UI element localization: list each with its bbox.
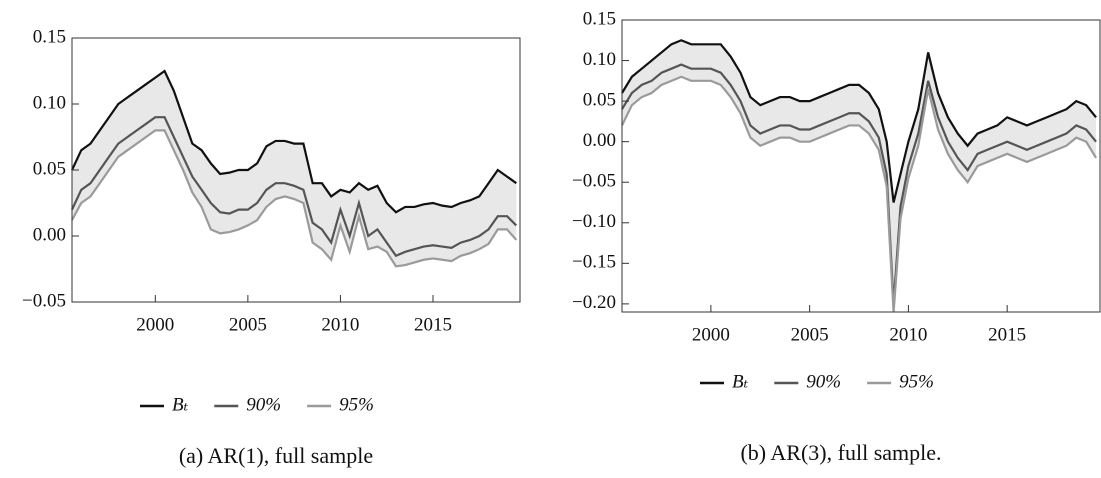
confidence-band (72, 71, 517, 267)
y-tick-label: 0.05 (583, 89, 616, 110)
x-tick-label: 2005 (791, 324, 829, 345)
plot-frame (621, 19, 1101, 313)
legend-label: 95% (339, 394, 374, 415)
caption: (b) AR(3), full sample. (740, 440, 941, 465)
caption: (a) AR(1), full sample (179, 443, 373, 468)
y-tick-label: 0.00 (33, 224, 66, 245)
y-tick-label: −0.05 (22, 290, 66, 311)
y-tick-label: 0.15 (583, 8, 616, 29)
y-tick-label: −0.15 (572, 252, 616, 273)
series-line (621, 39, 1097, 203)
x-tick-label: 2005 (229, 314, 267, 335)
legend-label: 90% (246, 394, 281, 415)
legend-label: 95% (899, 371, 934, 392)
series-line (621, 75, 1097, 313)
x-tick-label: 2010 (889, 324, 927, 345)
x-tick-label: 2010 (321, 314, 359, 335)
legend-label: Bₜ (172, 394, 189, 415)
series-line (71, 69, 517, 214)
x-tick-label: 2000 (692, 324, 730, 345)
x-tick-label: 2015 (414, 314, 452, 335)
series-line (71, 129, 518, 268)
x-tick-label: 2000 (136, 314, 174, 335)
legend-label: 90% (806, 371, 841, 392)
y-tick-label: −0.05 (572, 171, 616, 192)
y-tick-label: −0.10 (572, 211, 616, 232)
legend-label: Bₜ (732, 371, 749, 392)
y-tick-label: −0.20 (572, 292, 616, 313)
x-tick-label: 2015 (988, 324, 1026, 345)
y-tick-label: 0.15 (33, 26, 66, 47)
y-tick-label: 0.00 (583, 130, 616, 151)
y-tick-label: 0.10 (33, 92, 66, 113)
y-tick-label: 0.05 (33, 158, 66, 179)
y-tick-label: 0.10 (583, 49, 616, 70)
series-line (71, 116, 518, 258)
series-line (621, 63, 1097, 304)
confidence-band (622, 40, 1097, 313)
